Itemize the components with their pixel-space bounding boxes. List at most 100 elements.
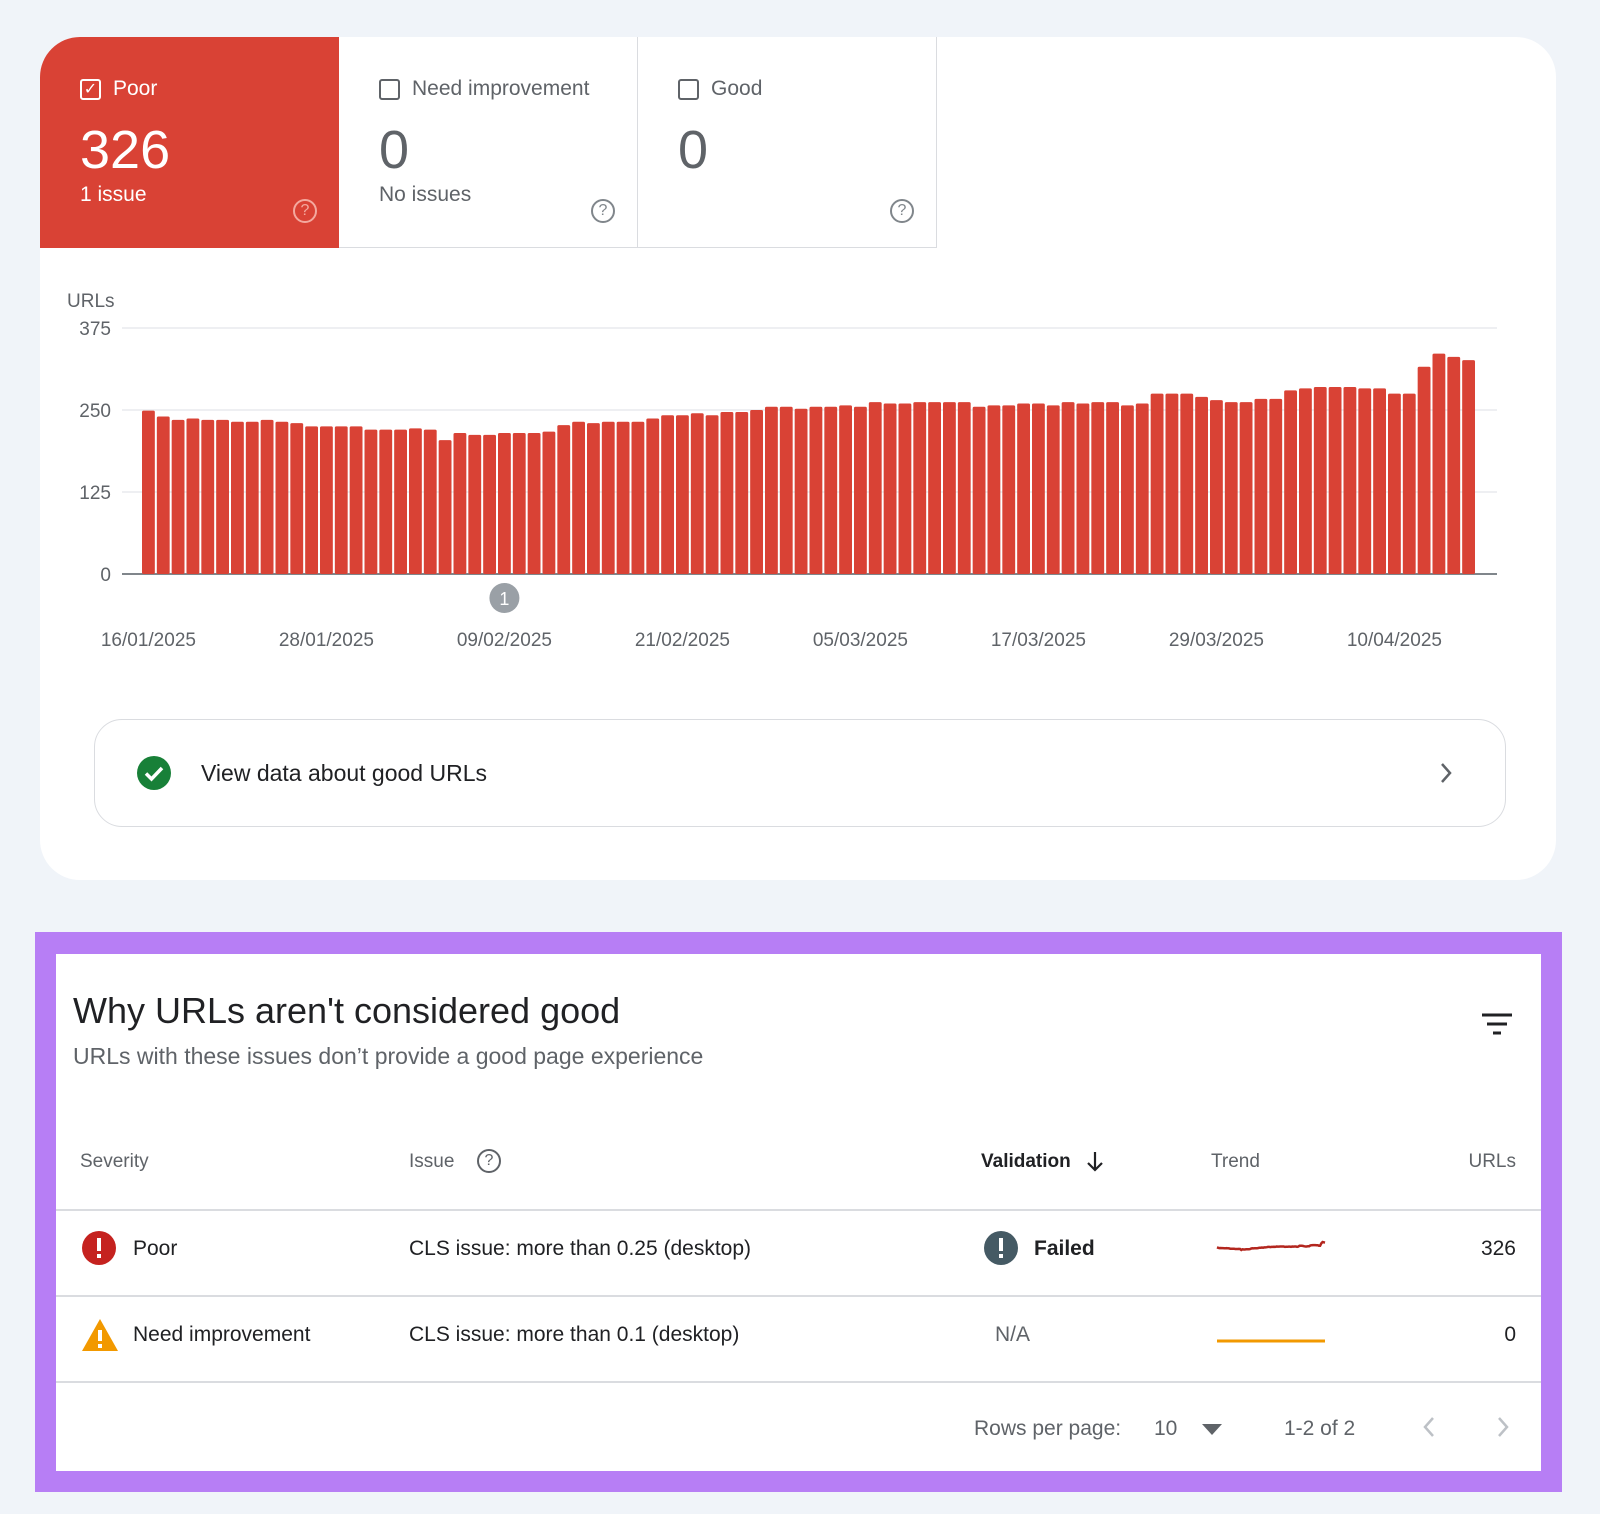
bar[interactable] (542, 431, 556, 574)
bar[interactable] (750, 410, 763, 574)
bar[interactable] (794, 408, 808, 574)
bar[interactable] (1165, 393, 1179, 574)
bar[interactable] (409, 428, 422, 574)
help-icon[interactable]: ? (591, 199, 615, 223)
bar[interactable] (631, 421, 645, 574)
bar[interactable] (972, 406, 986, 574)
bar[interactable] (1358, 388, 1372, 574)
chevron-right-icon[interactable] (1496, 1416, 1510, 1438)
bar[interactable] (1076, 403, 1090, 574)
bar[interactable] (839, 405, 852, 574)
bar[interactable] (483, 434, 496, 574)
bar[interactable] (1046, 405, 1060, 574)
bar[interactable] (216, 419, 229, 574)
chevron-left-icon[interactable] (1422, 1416, 1436, 1438)
bar[interactable] (231, 421, 244, 574)
checkbox-icon[interactable] (678, 79, 699, 100)
bar[interactable] (943, 402, 956, 574)
bar[interactable] (705, 415, 719, 574)
bar[interactable] (1328, 387, 1342, 574)
bar[interactable] (1388, 393, 1401, 574)
bar[interactable] (854, 406, 867, 574)
tile-need-improvement[interactable]: Need improvement 0 No issues ? (339, 37, 638, 248)
bar[interactable] (824, 406, 838, 574)
bar[interactable] (305, 426, 318, 574)
bar[interactable] (661, 415, 674, 574)
bar[interactable] (987, 405, 1001, 574)
bar[interactable] (1417, 366, 1431, 574)
bar[interactable] (898, 403, 912, 574)
bar[interactable] (1254, 398, 1268, 574)
bar[interactable] (1343, 387, 1357, 574)
bar[interactable] (142, 410, 155, 574)
bar[interactable] (1313, 387, 1327, 574)
issue-label[interactable]: CLS issue: more than 0.1 (desktop) (409, 1323, 740, 1346)
bar[interactable] (1402, 393, 1416, 574)
view-good-urls-button[interactable]: View data about good URLs (94, 719, 1506, 827)
bar[interactable] (928, 402, 941, 574)
dropdown-arrow-icon[interactable] (1202, 1424, 1222, 1436)
help-icon[interactable]: ? (477, 1149, 501, 1173)
bar[interactable] (1150, 393, 1164, 574)
bar[interactable] (1269, 398, 1283, 574)
annotation-marker[interactable] (489, 583, 520, 613)
bar[interactable] (1091, 402, 1105, 574)
bar[interactable] (913, 402, 927, 574)
bar[interactable] (1061, 402, 1075, 574)
bar[interactable] (868, 402, 882, 574)
bar[interactable] (1210, 400, 1223, 574)
bar[interactable] (616, 421, 630, 574)
arrow-down-icon[interactable] (1086, 1151, 1104, 1173)
bar[interactable] (379, 429, 393, 574)
rows-per-page-select[interactable]: 10 (1154, 1417, 1178, 1440)
bar[interactable] (587, 423, 600, 574)
bar[interactable] (1239, 402, 1253, 574)
bar[interactable] (1017, 403, 1030, 574)
bar[interactable] (1224, 402, 1238, 574)
help-icon[interactable]: ? (890, 199, 914, 223)
bar[interactable] (690, 413, 704, 574)
bar[interactable] (601, 421, 615, 574)
bar[interactable] (334, 426, 348, 574)
bar[interactable] (883, 403, 897, 574)
bar[interactable] (156, 416, 170, 574)
help-icon[interactable]: ? (293, 199, 317, 223)
bar[interactable] (676, 415, 689, 574)
bar[interactable] (527, 432, 541, 574)
bar[interactable] (171, 419, 185, 574)
bar[interactable] (290, 423, 304, 574)
bar[interactable] (1106, 402, 1119, 574)
bar[interactable] (1432, 353, 1446, 574)
bar[interactable] (364, 429, 378, 574)
bar[interactable] (1462, 360, 1475, 574)
bar[interactable] (809, 406, 823, 574)
bar[interactable] (186, 418, 200, 574)
bar[interactable] (572, 421, 585, 574)
column-validation[interactable]: Validation (981, 1151, 1071, 1172)
bar[interactable] (1135, 403, 1149, 574)
bar[interactable] (720, 411, 734, 574)
bar[interactable] (1121, 405, 1134, 574)
bar[interactable] (1299, 388, 1312, 574)
bar[interactable] (394, 429, 407, 574)
column-urls[interactable]: URLs (1468, 1151, 1516, 1172)
column-severity[interactable]: Severity (80, 1151, 149, 1172)
issue-label[interactable]: CLS issue: more than 0.25 (desktop) (409, 1237, 752, 1260)
filter-icon[interactable] (1482, 1013, 1512, 1035)
column-issue[interactable]: Issue (409, 1151, 455, 1172)
bar[interactable] (1447, 356, 1461, 574)
bar[interactable] (453, 432, 467, 574)
bar[interactable] (765, 406, 778, 574)
bar[interactable] (201, 419, 215, 574)
bar[interactable] (557, 425, 571, 574)
bar[interactable] (423, 429, 437, 574)
bar[interactable] (957, 402, 971, 574)
bar[interactable] (779, 406, 793, 574)
bar[interactable] (646, 418, 660, 574)
bar[interactable] (1373, 388, 1386, 574)
bar[interactable] (245, 421, 259, 574)
bar[interactable] (1284, 390, 1297, 574)
bar[interactable] (438, 440, 452, 574)
bar[interactable] (1195, 396, 1208, 574)
bar[interactable] (1180, 393, 1194, 574)
